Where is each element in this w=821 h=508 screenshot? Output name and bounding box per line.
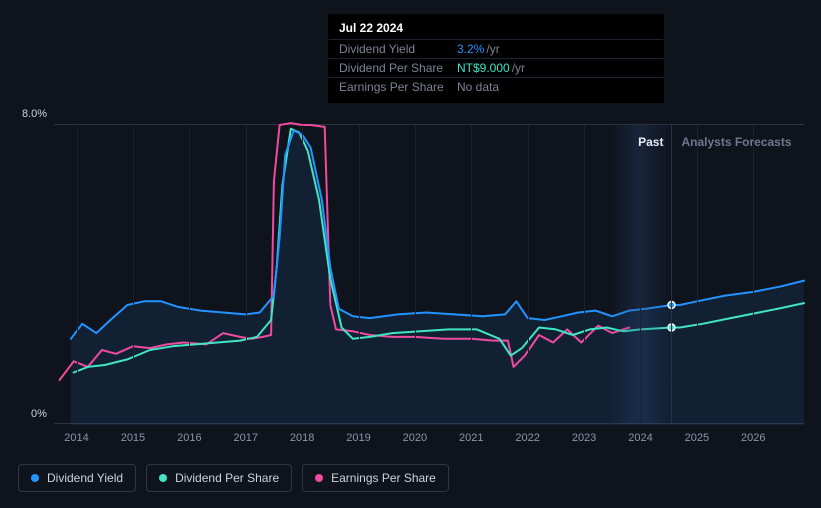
x-gridline xyxy=(697,125,698,423)
x-gridline xyxy=(471,125,472,423)
tooltip-row-value: NT$9.000 xyxy=(457,61,510,75)
x-axis-label: 2022 xyxy=(515,432,539,444)
x-axis-label: 2019 xyxy=(346,432,370,444)
legend-swatch xyxy=(31,474,39,482)
legend-label: Dividend Per Share xyxy=(175,471,279,485)
legend-item[interactable]: Dividend Per Share xyxy=(146,464,292,492)
x-axis-label: 2018 xyxy=(290,432,314,444)
tooltip-row: Dividend Yield3.2% /yr xyxy=(329,39,663,58)
zone-label-past: Past xyxy=(638,135,663,149)
x-gridline xyxy=(359,125,360,423)
chart-plot-area[interactable]: Past Analysts Forecasts xyxy=(54,124,804,424)
legend-label: Dividend Yield xyxy=(47,471,123,485)
x-gridline xyxy=(302,125,303,423)
chart-tooltip: Jul 22 2024 Dividend Yield3.2% /yrDivide… xyxy=(328,14,664,103)
x-axis-label: 2020 xyxy=(403,432,427,444)
tooltip-row-label: Dividend Yield xyxy=(339,42,457,56)
zone-label-forecast: Analysts Forecasts xyxy=(681,135,791,149)
tooltip-date: Jul 22 2024 xyxy=(329,21,663,39)
x-gridline xyxy=(133,125,134,423)
x-axis-label: 2014 xyxy=(64,432,88,444)
x-axis-label: 2026 xyxy=(741,432,765,444)
x-axis-label: 2015 xyxy=(121,432,145,444)
today-line xyxy=(671,125,672,423)
y-axis-max-label: 8.0% xyxy=(22,108,47,120)
tooltip-row-label: Earnings Per Share xyxy=(339,80,457,94)
dividend-yield-area xyxy=(71,131,804,425)
legend-item[interactable]: Earnings Per Share xyxy=(302,464,449,492)
legend-label: Earnings Per Share xyxy=(331,471,436,485)
tooltip-row-label: Dividend Per Share xyxy=(339,61,457,75)
tooltip-row: Dividend Per ShareNT$9.000 /yr xyxy=(329,58,663,77)
x-axis-label: 2024 xyxy=(628,432,652,444)
dividend-chart: 8.0% 0% PastAnalysts Forecasts 201420152… xyxy=(18,108,806,424)
legend-swatch xyxy=(315,474,323,482)
tooltip-row-value: No data xyxy=(457,80,499,94)
x-gridline xyxy=(584,125,585,423)
x-gridline xyxy=(640,125,641,423)
chart-svg xyxy=(54,125,804,423)
x-axis-label: 2025 xyxy=(685,432,709,444)
tooltip-row-unit: /yr xyxy=(512,61,525,75)
y-axis-min-label: 0% xyxy=(31,408,47,420)
x-gridline xyxy=(77,125,78,423)
tooltip-row: Earnings Per ShareNo data xyxy=(329,77,663,96)
legend-swatch xyxy=(159,474,167,482)
x-axis-label: 2021 xyxy=(459,432,483,444)
tooltip-row-value: 3.2% xyxy=(457,42,484,56)
legend-item[interactable]: Dividend Yield xyxy=(18,464,136,492)
x-gridline xyxy=(528,125,529,423)
x-gridline xyxy=(753,125,754,423)
tooltip-row-unit: /yr xyxy=(486,42,499,56)
chart-legend: Dividend Yield Dividend Per Share Earnings… xyxy=(18,464,449,492)
x-gridline xyxy=(415,125,416,423)
x-gridline xyxy=(246,125,247,423)
x-axis-label: 2017 xyxy=(233,432,257,444)
x-axis-label: 2023 xyxy=(572,432,596,444)
x-axis-label: 2016 xyxy=(177,432,201,444)
x-gridline xyxy=(189,125,190,423)
